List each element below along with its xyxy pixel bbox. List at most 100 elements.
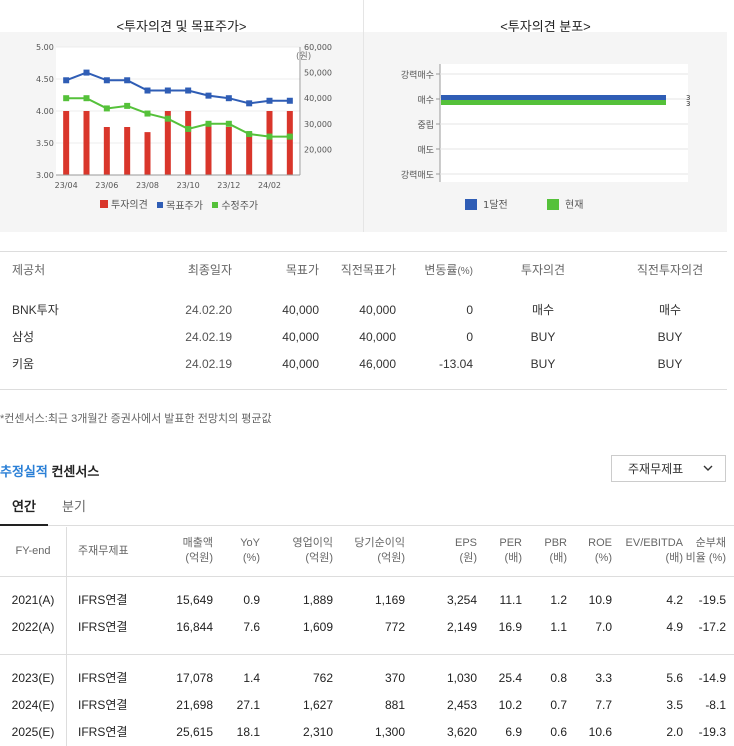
opinion-table: 제공처 최종일자 목표가 직전목표가 변동률(%) 투자의견 직전투자의견 BN… — [0, 252, 727, 377]
cell-statement: IFRS연결 — [78, 725, 128, 739]
cell-op-income: 1,889 — [302, 592, 333, 607]
cell-date: 24.02.19 — [185, 356, 232, 371]
cell-per: 6.9 — [505, 724, 522, 739]
cell-roe: 10.9 — [588, 592, 612, 607]
x-tick-label: 23/10 — [177, 181, 200, 190]
cell-provider: 키움 — [12, 357, 35, 371]
cell-fy: 2023(E) — [11, 670, 55, 685]
chevron-down-icon — [703, 465, 713, 471]
opinion-bar — [63, 111, 70, 175]
tab-bar: 연간 분기 — [0, 488, 734, 526]
data-point — [286, 133, 293, 140]
cell-ev-ebitda: 4.9 — [666, 619, 683, 634]
cell-ev-ebitda: 2.0 — [666, 724, 683, 739]
tab-quarterly[interactable]: 분기 — [62, 499, 86, 514]
right-axis-unit: (원) — [296, 51, 311, 62]
table-header-row: FY-end 주재무제표 매출액 (억원) YoY (%) 영업이익 (억원) 당기순… — [0, 527, 734, 576]
tab-annual[interactable]: 연간 — [0, 488, 48, 526]
y-left-tick-label: 3.00 — [36, 171, 54, 180]
opinion-bar — [286, 111, 293, 175]
cell-revenue: 15,649 — [176, 592, 213, 607]
bar-current-buy — [441, 100, 666, 105]
opinion-bar — [185, 111, 192, 175]
cell-fy: 2021(A) — [11, 592, 55, 607]
data-point — [286, 97, 293, 104]
table-row: 2022(A) IFRS연결 16,844 7.6 1,609 772 2,149 16.9 1… — [0, 613, 734, 640]
cell-revenue: 25,615 — [176, 724, 213, 739]
section-title: 추정실적 컨센서스 — [0, 464, 100, 479]
cell-ev-ebitda: 3.5 — [666, 697, 683, 712]
cell-revenue: 17,078 — [176, 670, 213, 685]
category-label: 강력매도 — [401, 169, 434, 181]
cell-net-income: 772 — [384, 619, 405, 634]
data-point — [185, 87, 192, 94]
cell-per: 16.9 — [498, 619, 522, 634]
y-left-tick-label: 5.00 — [36, 43, 54, 52]
col-revenue: 매출액 (억원) — [182, 537, 213, 565]
table-row: 2025(E) IFRS연결 25,615 18.1 2,310 1,300 3,620 6.… — [0, 718, 734, 745]
panel-divider — [363, 0, 364, 232]
data-point — [164, 87, 171, 94]
cell-prev-opinion: BUY — [657, 329, 683, 344]
col-date: 최종일자 — [187, 262, 232, 277]
col-eps: EPS (원) — [454, 537, 477, 565]
x-tick-label: 23/04 — [55, 181, 78, 190]
data-point — [103, 77, 110, 84]
cell-opinion: BUY — [530, 329, 556, 344]
cell-fy: 2024(E) — [11, 697, 55, 712]
data-point — [225, 95, 232, 102]
legend-swatch — [157, 201, 164, 208]
cell-op-income: 762 — [312, 670, 333, 685]
col-prev-opinion: 직전투자의견 — [636, 262, 704, 277]
table-row: 2023(E) IFRS연결 17,078 1.4 762 370 1,030 25.4 0.8… — [0, 664, 734, 691]
cell-target: 40,000 — [282, 302, 319, 317]
cell-provider: 삼성 — [12, 330, 35, 344]
row-separator — [0, 640, 734, 655]
data-point — [205, 120, 212, 127]
bar-value-month-ago: 3 — [686, 94, 690, 102]
col-per: PER (배) — [499, 537, 522, 565]
cell-roe: 7.7 — [595, 697, 612, 712]
cell-pbr: 0.8 — [550, 670, 567, 685]
cell-eps: 3,254 — [446, 592, 477, 607]
y-right-tick-label: 50,000 — [304, 69, 332, 78]
cell-per: 10.2 — [498, 697, 522, 712]
y-left-tick-label: 3.50 — [36, 139, 54, 148]
cell-eps: 2,453 — [446, 697, 477, 712]
col-change: 변동률(%) — [424, 262, 473, 277]
cell-provider: BNK투자 — [12, 303, 59, 317]
statement-type-dropdown[interactable]: 주재무제표 — [611, 455, 726, 482]
cell-pbr: 1.2 — [550, 592, 567, 607]
col-roe: ROE (%) — [588, 537, 612, 565]
cell-ev-ebitda: 5.6 — [666, 670, 683, 685]
cell-change: -13.04 — [438, 356, 473, 371]
category-label: 매수 — [417, 95, 434, 106]
cell-fy: 2025(E) — [11, 724, 55, 739]
cell-revenue: 21,698 — [176, 697, 213, 712]
cell-eps: 3,620 — [446, 724, 477, 739]
legend-label-current: 현재 — [565, 199, 583, 211]
cell-yoy: 0.9 — [243, 592, 260, 607]
table-row: BNK투자 24.02.20 40,000 40,000 0 매수 매수 — [0, 296, 727, 323]
bar-month-ago-buy — [441, 95, 666, 100]
legend-swatch-current — [547, 199, 559, 210]
col-prev-target: 직전목표가 — [340, 262, 396, 277]
data-point — [124, 77, 131, 84]
col-op-income: 영업이익 (억원) — [292, 537, 333, 565]
cell-op-income: 2,310 — [302, 724, 333, 739]
y-left-tick-label: 4.50 — [36, 75, 54, 84]
legend-swatch — [212, 201, 219, 208]
cell-roe: 10.6 — [588, 724, 612, 739]
cell-net-debt: -8.1 — [705, 697, 726, 712]
data-point — [185, 125, 192, 132]
opinion-bar — [144, 132, 151, 175]
col-pbr: PBR (배) — [544, 537, 567, 565]
table-row: 삼성 24.02.19 40,000 40,000 0 BUY BUY — [0, 323, 727, 350]
cell-prev-opinion: 매수 — [658, 303, 682, 317]
data-point — [266, 133, 273, 140]
opinion-bar — [164, 111, 171, 175]
data-point — [246, 100, 253, 107]
table-row: 2024(E) IFRS연결 21,698 27.1 1,627 881 2,453 10.2… — [0, 691, 734, 718]
table-row: 키움 24.02.19 40,000 46,000 -13.04 BUY BUY — [0, 350, 727, 377]
opinion-target-chart: (원) 5.00 4.50 4.00 3.50 3.00 60,000 50,000 40,… — [0, 32, 363, 232]
